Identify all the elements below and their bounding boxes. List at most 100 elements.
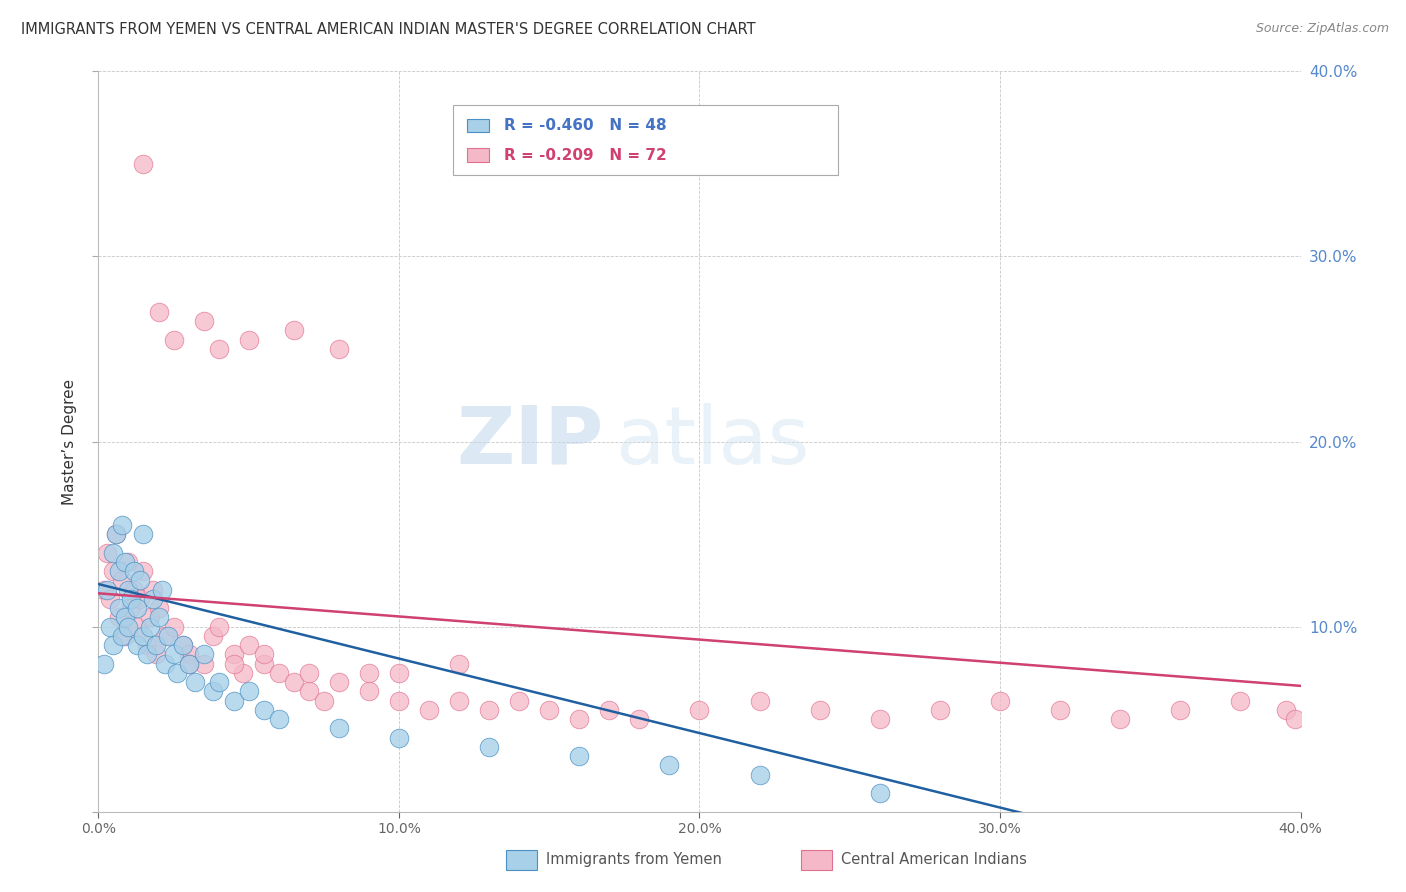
Point xyxy=(111,574,134,588)
Text: R = -0.209   N = 72: R = -0.209 N = 72 xyxy=(503,147,666,162)
Point xyxy=(117,555,139,569)
Point xyxy=(1274,703,1296,717)
Point xyxy=(127,619,149,633)
Point xyxy=(124,564,146,578)
Point xyxy=(628,712,651,726)
Text: Source: ZipAtlas.com: Source: ZipAtlas.com xyxy=(1256,22,1389,36)
Point xyxy=(478,739,501,754)
Point xyxy=(150,582,173,597)
Point xyxy=(388,731,411,745)
Point xyxy=(1229,694,1251,708)
Point xyxy=(153,657,176,671)
Point xyxy=(114,555,136,569)
Point xyxy=(1109,712,1132,726)
Point xyxy=(108,610,131,624)
Point xyxy=(283,324,305,338)
Point xyxy=(141,591,163,606)
Point xyxy=(208,619,231,633)
Point xyxy=(121,591,143,606)
Point xyxy=(253,657,276,671)
Point xyxy=(105,527,128,541)
Point xyxy=(129,574,152,588)
Point xyxy=(148,610,170,624)
Point xyxy=(111,629,134,643)
Point xyxy=(177,657,200,671)
Point xyxy=(108,564,131,578)
Point xyxy=(283,675,305,690)
Point xyxy=(153,629,176,643)
Point xyxy=(148,601,170,615)
Point xyxy=(114,629,136,643)
Point xyxy=(598,703,620,717)
Text: ZIP: ZIP xyxy=(456,402,603,481)
Point xyxy=(166,665,188,680)
Point xyxy=(127,638,149,652)
Point xyxy=(138,610,160,624)
Point xyxy=(267,712,290,726)
Text: IMMIGRANTS FROM YEMEN VS CENTRAL AMERICAN INDIAN MASTER'S DEGREE CORRELATION CHA: IMMIGRANTS FROM YEMEN VS CENTRAL AMERICA… xyxy=(21,22,755,37)
Point xyxy=(267,665,290,680)
Point xyxy=(253,648,276,662)
Point xyxy=(132,157,155,171)
Point xyxy=(478,703,501,717)
Point xyxy=(689,703,711,717)
Bar xyxy=(467,148,489,161)
Point xyxy=(96,582,118,597)
Point xyxy=(388,665,411,680)
Point xyxy=(568,749,591,764)
Point xyxy=(117,619,139,633)
Point xyxy=(132,629,155,643)
Point xyxy=(117,582,139,597)
Point xyxy=(93,582,115,597)
Point xyxy=(328,675,350,690)
Point xyxy=(193,648,215,662)
Point xyxy=(298,684,321,698)
Point xyxy=(124,582,146,597)
Y-axis label: Master’s Degree: Master’s Degree xyxy=(62,378,77,505)
Bar xyxy=(453,104,838,175)
Point xyxy=(100,591,122,606)
Point xyxy=(177,657,200,671)
Point xyxy=(929,703,952,717)
Point xyxy=(328,722,350,736)
Point xyxy=(162,619,184,633)
Point xyxy=(145,648,167,662)
Point xyxy=(114,610,136,624)
Point xyxy=(93,657,115,671)
Point xyxy=(135,648,157,662)
Point xyxy=(121,601,143,615)
Point xyxy=(238,333,260,347)
Point xyxy=(1284,712,1306,726)
Point xyxy=(100,619,122,633)
Point xyxy=(222,657,245,671)
Point xyxy=(132,564,155,578)
Point xyxy=(145,638,167,652)
Point xyxy=(388,694,411,708)
Point xyxy=(238,684,260,698)
Point xyxy=(222,648,245,662)
Point xyxy=(138,619,160,633)
Point xyxy=(1170,703,1192,717)
Point xyxy=(201,684,224,698)
Point xyxy=(183,675,205,690)
Point xyxy=(208,342,231,356)
Point xyxy=(135,638,157,652)
Point xyxy=(298,665,321,680)
Point xyxy=(177,648,200,662)
Point xyxy=(869,786,891,800)
Point xyxy=(141,582,163,597)
Point xyxy=(808,703,831,717)
Point xyxy=(162,333,184,347)
Point xyxy=(447,657,470,671)
Point xyxy=(103,638,125,652)
Point xyxy=(172,638,194,652)
Point xyxy=(748,767,770,781)
Point xyxy=(208,675,231,690)
Point xyxy=(238,638,260,652)
Point xyxy=(988,694,1011,708)
Point xyxy=(1049,703,1071,717)
Point xyxy=(222,694,245,708)
Point xyxy=(658,758,681,772)
Text: R = -0.460   N = 48: R = -0.460 N = 48 xyxy=(503,118,666,133)
Point xyxy=(132,527,155,541)
